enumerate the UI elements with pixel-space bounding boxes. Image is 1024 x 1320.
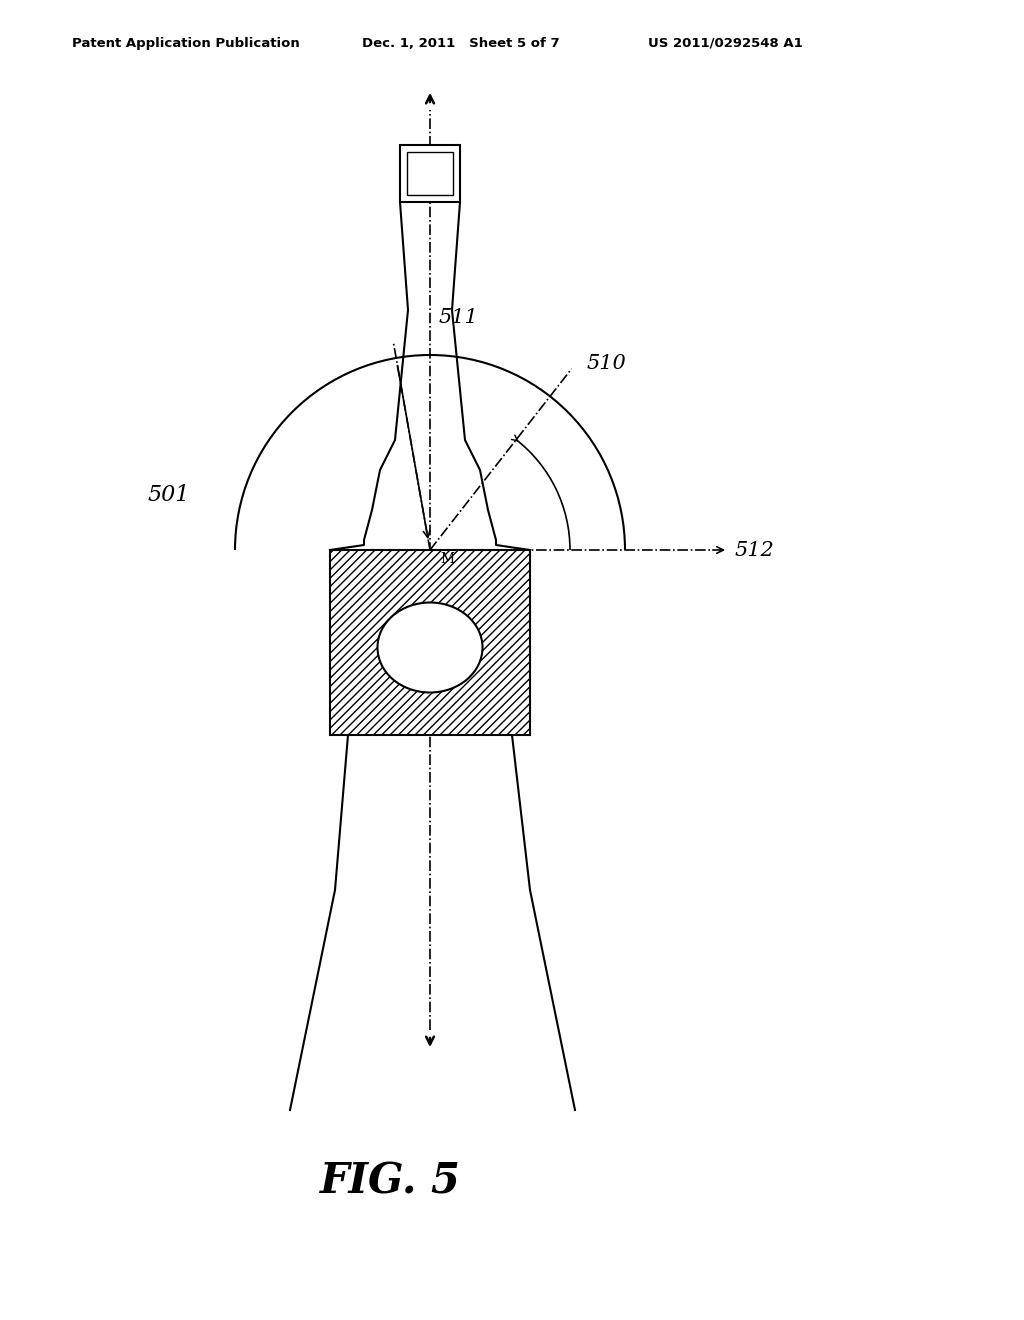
Bar: [330, 550, 530, 735]
Text: 501: 501: [147, 484, 190, 506]
Text: Patent Application Publication: Patent Application Publication: [72, 37, 300, 50]
Text: 512: 512: [735, 540, 775, 560]
Ellipse shape: [378, 602, 482, 693]
Text: M: M: [440, 552, 454, 566]
Text: US 2011/0292548 A1: US 2011/0292548 A1: [648, 37, 803, 50]
Text: 511: 511: [438, 308, 478, 327]
Bar: [407, 152, 453, 195]
Text: 510: 510: [587, 354, 627, 374]
Text: FIG. 5: FIG. 5: [319, 1160, 461, 1203]
Text: Dec. 1, 2011   Sheet 5 of 7: Dec. 1, 2011 Sheet 5 of 7: [362, 37, 560, 50]
Bar: [400, 145, 460, 202]
